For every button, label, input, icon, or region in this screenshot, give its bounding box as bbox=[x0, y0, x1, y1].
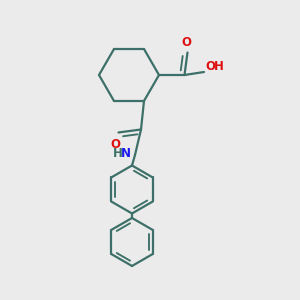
Text: O: O bbox=[181, 36, 191, 49]
Text: O: O bbox=[205, 60, 215, 73]
Text: O: O bbox=[110, 138, 120, 151]
Text: N: N bbox=[121, 147, 130, 160]
Text: H: H bbox=[214, 60, 224, 73]
Text: H: H bbox=[113, 147, 123, 160]
